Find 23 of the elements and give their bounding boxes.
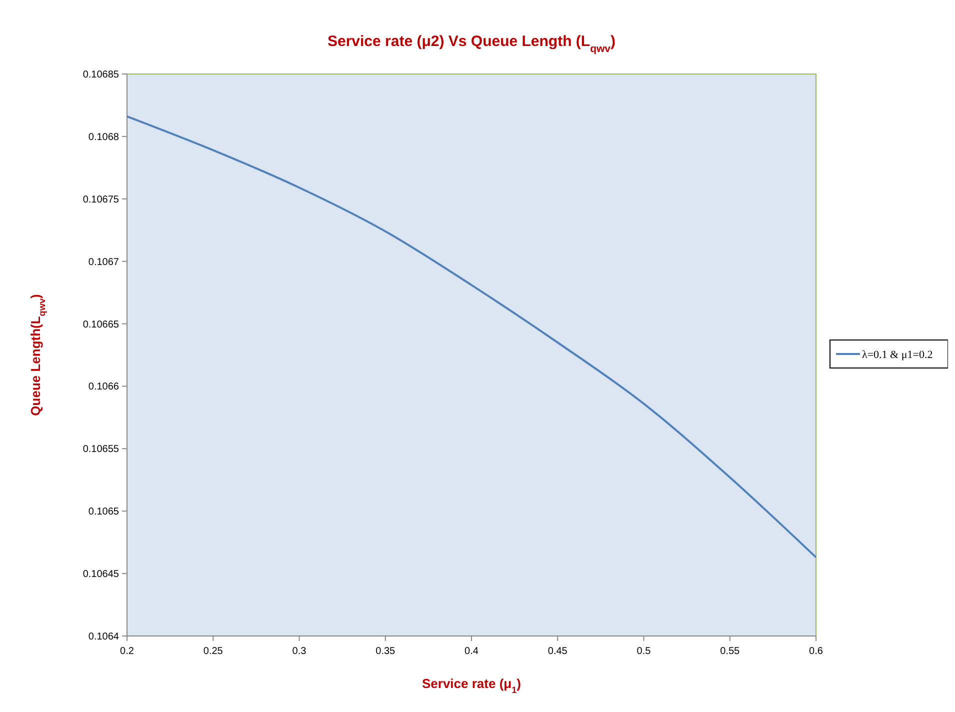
x-tick-label: 0.3 [292,646,307,657]
x-tick-label: 0.5 [636,646,652,657]
y-tick-label: 0.10655 [82,444,120,456]
y-tick-label: 0.1065 [88,506,120,518]
x-tick-label: 0.2 [120,646,134,657]
legend-label: λ=0.1 & μ1=0.2 [862,348,933,361]
x-tick-label: 0.6 [809,646,824,657]
line-series [126,115,817,558]
x-tick-label: 0.4 [464,646,479,657]
y-tick-label: 0.1067 [88,256,120,268]
x-axis-title: Service rate (μ$_{1}$) [422,676,522,695]
y-tick-label: 0.10685 [82,70,120,80]
chart-title: Service rate (μ2) Vs Queue Length (L$_{qwv}$) [327,33,616,55]
y-tick-label: 0.1064 [88,632,120,642]
x-tick-label: 0.45 [548,646,568,657]
y-tick-label: 0.10665 [82,319,120,330]
x-tick-label: 0.55 [720,646,740,657]
x-tick-label: 0.35 [376,646,396,657]
y-tick-label: 0.10645 [82,569,120,580]
y-tick-label: 0.1068 [88,132,120,143]
x-tick-label: 0.25 [203,646,224,657]
y-tick-label: 0.10675 [82,194,120,206]
y-tick-label: 0.1066 [88,382,120,393]
